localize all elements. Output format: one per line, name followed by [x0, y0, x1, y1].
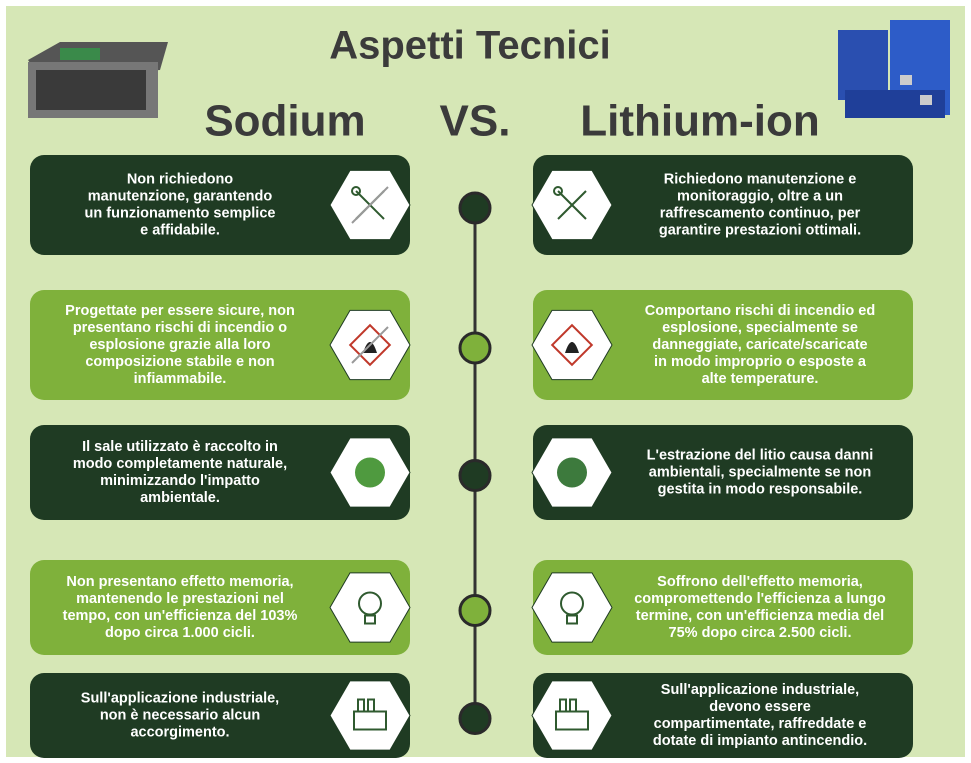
sodium-battery-picture	[28, 42, 168, 118]
left-text-line: ambientale.	[140, 490, 220, 506]
left-text-line: accorgimento.	[130, 724, 229, 740]
right-text-line: Sull'applicazione industriale,	[661, 682, 859, 698]
left-text-line: minimizzando l'impatto	[100, 473, 260, 489]
right-text-line: in modo improprio o esposte a	[654, 354, 867, 370]
left-text-line: esplosione grazie alla loro	[89, 337, 270, 353]
right-text-line: termine, con un'efficienza media del	[636, 608, 884, 624]
right-text-line: raffrescamento continuo, per	[660, 205, 861, 221]
right-text-line: 75% dopo circa 2.500 cicli.	[669, 625, 852, 641]
left-text-line: modo completamente naturale,	[73, 456, 287, 472]
timeline-dot	[460, 461, 490, 491]
icon	[355, 458, 385, 488]
right-text-line: Richiedono manutenzione e	[664, 171, 857, 187]
left-text-line: Non richiedono	[127, 171, 233, 187]
left-text-line: tempo, con un'efficienza del 103%	[63, 608, 298, 624]
left-text-line: Sull'applicazione industriale,	[81, 690, 279, 706]
right-text-line: devono essere	[709, 699, 811, 715]
timeline-dot	[460, 596, 490, 626]
timeline-dot	[460, 704, 490, 734]
icon-part	[355, 458, 385, 488]
right-text-line: esplosione, specialmente se	[662, 320, 858, 336]
right-text-line: L'estrazione del litio causa danni	[647, 447, 874, 463]
left-text-line: e affidabile.	[140, 222, 220, 238]
icon-part	[557, 458, 587, 488]
right-text-line: garantire prestazioni ottimali.	[659, 222, 861, 238]
right-text-line: ambientali, specialmente se non	[649, 464, 871, 480]
left-heading: Sodium	[204, 97, 365, 146]
left-text-line: Progettate per essere sicure, non	[65, 303, 295, 319]
right-text-line: Comportano rischi di incendio ed	[645, 303, 875, 319]
right-text-line: danneggiate, caricate/scaricate	[652, 337, 867, 353]
right-text-line: alte temperature.	[702, 371, 819, 387]
left-text-line: Il sale utilizzato è raccolto in	[82, 439, 278, 455]
right-text-line: gestita in modo responsabile.	[658, 481, 863, 497]
left-text-line: presentano rischi di incendio o	[73, 320, 287, 336]
icon	[557, 458, 587, 488]
right-text-line: dotate di impianto antincendio.	[653, 733, 867, 749]
right-text-line: Soffrono dell'effetto memoria,	[657, 574, 863, 590]
timeline-dot	[460, 193, 490, 223]
left-text-line: mantenendo le prestazioni nel	[76, 591, 284, 607]
left-text-line: un funzionamento semplice	[85, 205, 276, 221]
title: Aspetti Tecnici	[329, 24, 611, 68]
left-text-line: Non presentano effetto memoria,	[66, 574, 293, 590]
left-text-line: non è necessario alcun	[100, 707, 260, 723]
lithium-battery-picture	[838, 20, 950, 118]
vs-heading: VS.	[440, 97, 511, 146]
timeline-dot	[460, 333, 490, 363]
right-text-line: compartimentate, raffreddate e	[654, 716, 867, 732]
right-heading: Lithium-ion	[580, 97, 820, 146]
left-text-line: manutenzione, garantendo	[88, 188, 273, 204]
left-text-line: composizione stabile e non	[85, 354, 274, 370]
left-text-line: infiammabile.	[134, 371, 227, 387]
right-text-line: compromettendo l'efficienza a lungo	[634, 591, 886, 607]
left-text-line: dopo circa 1.000 cicli.	[105, 625, 255, 641]
infographic: Aspetti Tecnici Sodium VS. Lithium-ion N…	[0, 0, 971, 763]
right-text-line: monitoraggio, oltre a un	[677, 188, 843, 204]
